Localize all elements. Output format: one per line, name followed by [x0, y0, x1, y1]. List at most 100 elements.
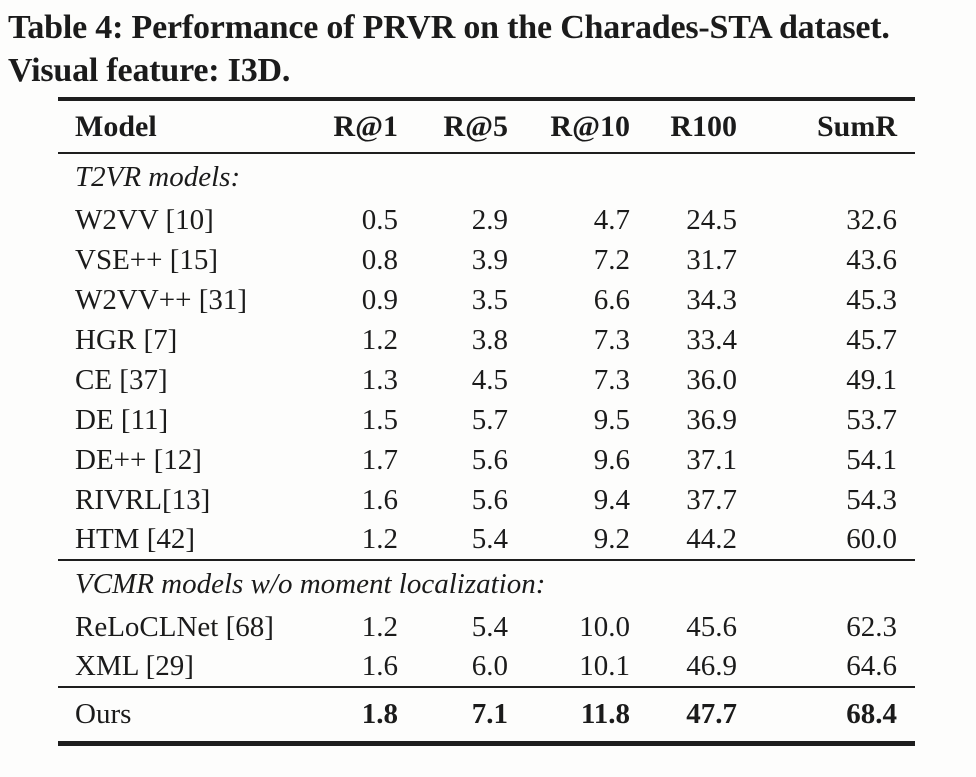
model-name: HGR [7] — [75, 323, 178, 356]
metric-value: 10.1 — [579, 650, 630, 682]
metric-value: 3.5 — [471, 283, 508, 316]
metric-value: 1.8 — [361, 697, 398, 730]
table-caption: Table 4: Performance of PRVR on the Char… — [8, 6, 976, 92]
header-row: Model R@1 R@5 R@10 R100 SumR — [58, 99, 915, 153]
section-label: T2VR models: — [75, 160, 241, 193]
metric-value: 9.4 — [593, 483, 630, 516]
metric-value: 54.1 — [846, 443, 897, 476]
metric-value: 5.6 — [471, 483, 508, 516]
metric-value: 7.2 — [593, 243, 630, 276]
metric-value: 5.7 — [471, 403, 508, 436]
metric-value: 3.9 — [471, 243, 508, 276]
metric-value: 60.0 — [846, 523, 897, 555]
metric-value: 5.4 — [471, 610, 508, 643]
metric-value: 62.3 — [846, 610, 897, 643]
metric-value: 68.4 — [846, 697, 897, 730]
model-name: CE [37] — [75, 363, 168, 396]
section-label: VCMR models w/o moment localization: — [75, 567, 546, 600]
metric-value: 31.7 — [686, 243, 737, 276]
model-name: DE++ [12] — [75, 443, 202, 476]
paper-table-figure: Table 4: Performance of PRVR on the Char… — [0, 6, 976, 746]
metric-value: 45.7 — [846, 323, 897, 356]
model-name: VSE++ [15] — [75, 243, 219, 276]
model-name: XML [29] — [75, 650, 194, 682]
section-ours: Ours 1.8 7.1 11.8 47.7 68.4 — [58, 687, 915, 743]
metric-value: 54.3 — [846, 483, 897, 516]
metric-value: 4.5 — [471, 363, 508, 396]
table-row: CE [37] 1.3 4.5 7.3 36.0 49.1 — [58, 360, 915, 400]
metric-value: 24.5 — [686, 203, 737, 236]
metric-value: 46.9 — [686, 650, 737, 682]
col-header-r1: R@1 — [333, 109, 398, 143]
model-name: HTM [42] — [75, 523, 196, 555]
table-row: RIVRL[13] 1.6 5.6 9.4 37.7 54.3 — [58, 480, 915, 520]
metric-value: 7.3 — [593, 363, 630, 396]
metric-value: 64.6 — [846, 650, 897, 682]
col-header-sumr: SumR — [816, 109, 897, 143]
metric-value: 49.1 — [846, 363, 897, 396]
section-t2vr-models: T2VR models: W2VV [10] 0.5 2.9 4.7 24.5 32.6 VS… — [58, 153, 915, 560]
metric-value: 10.0 — [579, 610, 630, 643]
metric-value: 36.9 — [686, 403, 737, 436]
metric-value: 1.3 — [361, 363, 398, 396]
table-row: HTM [42] 1.2 5.4 9.2 44.2 60.0 — [58, 520, 915, 560]
model-name: DE [11] — [75, 403, 169, 436]
metric-value: 5.6 — [471, 443, 508, 476]
model-name: W2VV++ [31] — [75, 283, 248, 316]
col-header-r5: R@5 — [443, 109, 508, 143]
table-row: HGR [7] 1.2 3.8 7.3 33.4 45.7 — [58, 320, 915, 360]
section-vcmr-models: VCMR models w/o moment localization: ReLo… — [58, 560, 915, 687]
col-header-model: Model — [75, 109, 157, 143]
metric-value: 45.3 — [846, 283, 897, 316]
metric-value: 5.4 — [471, 523, 508, 555]
metric-value: 0.5 — [361, 203, 398, 236]
metric-value: 9.2 — [593, 523, 630, 555]
metric-value: 47.7 — [686, 697, 737, 730]
caption-line-2: Visual feature: I3D. — [8, 52, 291, 89]
table-head: Model R@1 R@5 R@10 R100 SumR — [58, 99, 915, 153]
metric-value: 33.4 — [686, 323, 737, 356]
metric-value: 6.0 — [471, 650, 508, 682]
metric-value: 1.2 — [361, 323, 398, 356]
table-row: W2VV [10] 0.5 2.9 4.7 24.5 32.6 — [58, 200, 915, 240]
metric-value: 45.6 — [686, 610, 737, 643]
metric-value: 9.5 — [593, 403, 630, 436]
metric-value: 4.7 — [593, 203, 630, 236]
metric-value: 9.6 — [593, 443, 630, 476]
metric-value: 36.0 — [686, 363, 737, 396]
metric-value: 1.2 — [361, 610, 398, 643]
table-row: XML [29] 1.6 6.0 10.1 46.9 64.6 — [58, 647, 915, 687]
col-header-r10: R@10 — [550, 109, 630, 143]
metric-value: 1.5 — [361, 403, 398, 436]
metric-value: 7.1 — [471, 697, 508, 730]
metric-value: 6.6 — [593, 283, 630, 316]
metric-value: 2.9 — [471, 203, 508, 236]
metric-value: 0.8 — [361, 243, 398, 276]
table-row: DE++ [12] 1.7 5.6 9.6 37.1 54.1 — [58, 440, 915, 480]
model-name: Ours — [75, 697, 132, 730]
table-row: Ours 1.8 7.1 11.8 47.7 68.4 — [58, 687, 915, 743]
metric-value: 7.3 — [593, 323, 630, 356]
model-name: ReLoCLNet [68] — [75, 610, 274, 643]
metric-value: 1.6 — [361, 483, 398, 516]
metric-value: 32.6 — [846, 203, 897, 236]
metric-value: 0.9 — [361, 283, 398, 316]
metric-value: 37.7 — [686, 483, 737, 516]
table-row: ReLoCLNet [68] 1.2 5.4 10.0 45.6 62.3 — [58, 607, 915, 647]
metric-value: 37.1 — [686, 443, 737, 476]
metric-value: 1.6 — [361, 650, 398, 682]
metric-value: 34.3 — [686, 283, 737, 316]
metric-value: 43.6 — [846, 243, 897, 276]
metric-value: 3.8 — [471, 323, 508, 356]
table-row: W2VV++ [31] 0.9 3.5 6.6 34.3 45.3 — [58, 280, 915, 320]
metric-value: 44.2 — [686, 523, 737, 555]
metric-value: 1.7 — [361, 443, 398, 476]
caption-line-1: Table 4: Performance of PRVR on the Char… — [8, 9, 890, 46]
col-header-r100: R100 — [670, 109, 737, 143]
section-header-row: T2VR models: — [58, 153, 915, 200]
section-header-row: VCMR models w/o moment localization: — [58, 560, 915, 607]
model-name: RIVRL[13] — [75, 483, 211, 516]
metric-value: 1.2 — [361, 523, 398, 555]
table-row: DE [11] 1.5 5.7 9.5 36.9 53.7 — [58, 400, 915, 440]
metric-value: 53.7 — [846, 403, 897, 436]
